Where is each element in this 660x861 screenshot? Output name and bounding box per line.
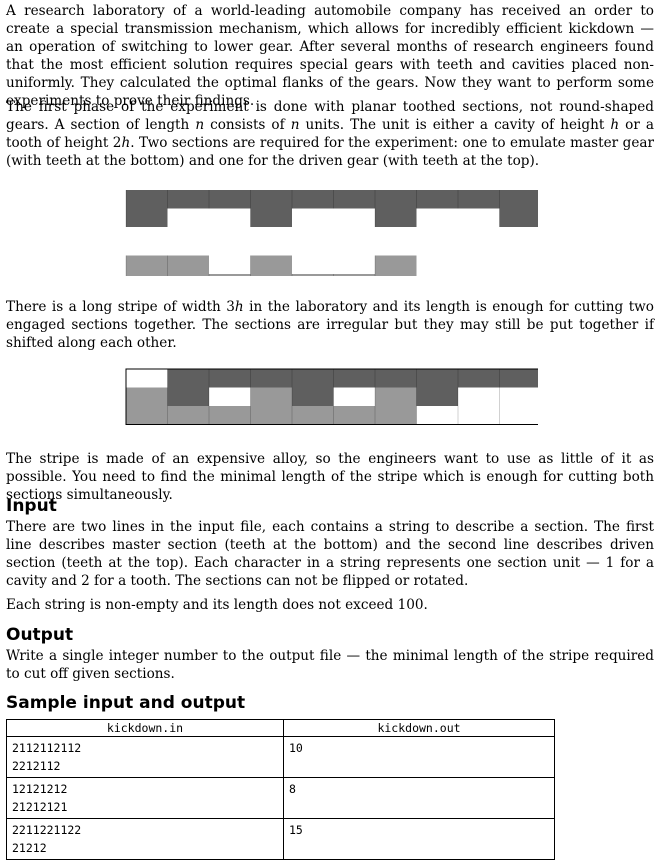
stripe-outline xyxy=(125,368,538,425)
driven-section-unit xyxy=(250,255,292,276)
sample-output-cell: 15 xyxy=(283,818,555,860)
driven-section-unit xyxy=(209,406,251,425)
phase-text-e: . Two sections are required for the expe… xyxy=(6,135,654,169)
master-section-unit xyxy=(416,369,458,406)
driven-section-unit xyxy=(292,274,334,276)
var-h: h xyxy=(234,299,244,315)
stripe-text-a: There is a long stripe of width 3 xyxy=(6,299,235,315)
master-section-unit xyxy=(126,190,168,227)
driven-section-unit xyxy=(292,406,334,425)
master-section-unit xyxy=(416,190,458,209)
sample-output-cell: 8 xyxy=(283,777,555,819)
table-header-row: kickdown.in kickdown.out xyxy=(6,719,555,737)
sample-input-line: 2212112 xyxy=(12,759,61,773)
table-row: 12121212 21212121 8 xyxy=(6,777,555,819)
phase-paragraph: The first phase of the experiment is don… xyxy=(6,98,654,170)
sample-input-cell: 12121212 21212121 xyxy=(6,777,284,819)
master-section-unit xyxy=(292,369,334,406)
stripe-paragraph: There is a long stripe of width 3h in th… xyxy=(6,298,654,352)
master-section-unit xyxy=(499,190,538,227)
column-header-input: kickdown.in xyxy=(6,719,284,737)
master-section-unit xyxy=(250,190,292,227)
master-section-unit xyxy=(458,190,500,209)
driven-section-unit xyxy=(167,255,209,276)
column-header-output: kickdown.out xyxy=(283,719,555,737)
stripe-text-b: in the laboratory and its length is enou… xyxy=(6,299,654,351)
sample-input-line: 2211221122 xyxy=(12,823,82,837)
output-paragraph: Write a single integer number to the out… xyxy=(6,648,654,682)
sample-input-line: 21212121 xyxy=(12,800,68,814)
master-section-unit xyxy=(209,369,251,388)
sample-input-cell: 2112112112 2212112 xyxy=(6,736,284,778)
sample-output-value: 8 xyxy=(289,782,296,796)
sample-table: kickdown.in kickdown.out 2112112112 2212… xyxy=(6,719,555,860)
sample-input-line: 21212 xyxy=(12,841,47,855)
master-section-unit xyxy=(375,190,417,227)
input-constraint-paragraph: Each string is non-empty and its length … xyxy=(6,597,428,613)
var-n: n xyxy=(195,117,205,133)
driven-section-unit xyxy=(375,387,417,425)
master-section-unit xyxy=(458,369,500,388)
sample-heading: Sample input and output xyxy=(6,693,246,713)
table-row: 2112112112 2212112 10 xyxy=(6,736,555,778)
master-section-unit xyxy=(333,190,375,209)
engaged-sections-figure xyxy=(125,368,538,425)
master-section-unit xyxy=(499,369,538,388)
phase-text-a: The first phase of the experiment is don… xyxy=(6,99,654,133)
master-section-unit xyxy=(167,369,209,406)
sample-output-cell: 10 xyxy=(283,736,555,778)
gear-sections-figure xyxy=(125,190,538,276)
var-h: h xyxy=(610,117,620,133)
var-h: h xyxy=(121,135,131,151)
sample-output-value: 10 xyxy=(289,741,303,755)
driven-section-unit xyxy=(250,387,292,425)
intro-paragraph: A research laboratory of a world-leading… xyxy=(6,3,654,109)
table-row: 2211221122 21212 15 xyxy=(6,818,555,860)
sample-input-line: 12121212 xyxy=(12,782,68,796)
driven-section-unit xyxy=(333,406,375,425)
sample-output-value: 15 xyxy=(289,823,303,837)
sample-input-cell: 2211221122 21212 xyxy=(6,818,284,860)
input-paragraph: There are two lines in the input file, e… xyxy=(6,519,654,589)
driven-section-unit xyxy=(333,274,375,276)
driven-section-unit xyxy=(375,255,417,276)
phase-text-b: consists of xyxy=(204,117,291,133)
output-heading: Output xyxy=(6,625,74,645)
master-section-unit xyxy=(250,369,292,388)
sample-input-line: 2112112112 xyxy=(12,741,82,755)
alloy-paragraph: The stripe is made of an expensive alloy… xyxy=(6,451,654,503)
input-heading: Input xyxy=(6,496,57,516)
phase-text-c: units. The unit is either a cavity of he… xyxy=(299,117,611,133)
master-section-unit xyxy=(375,369,417,388)
phase-text-d: or a tooth of height 2 xyxy=(6,117,654,151)
driven-section-unit xyxy=(126,255,168,276)
var-n: n xyxy=(290,117,300,133)
master-section-unit xyxy=(167,190,209,209)
driven-section-unit xyxy=(209,274,251,276)
master-section-unit xyxy=(333,369,375,388)
master-section-unit xyxy=(209,190,251,209)
driven-section-unit xyxy=(126,387,168,425)
master-section-unit xyxy=(292,190,334,209)
